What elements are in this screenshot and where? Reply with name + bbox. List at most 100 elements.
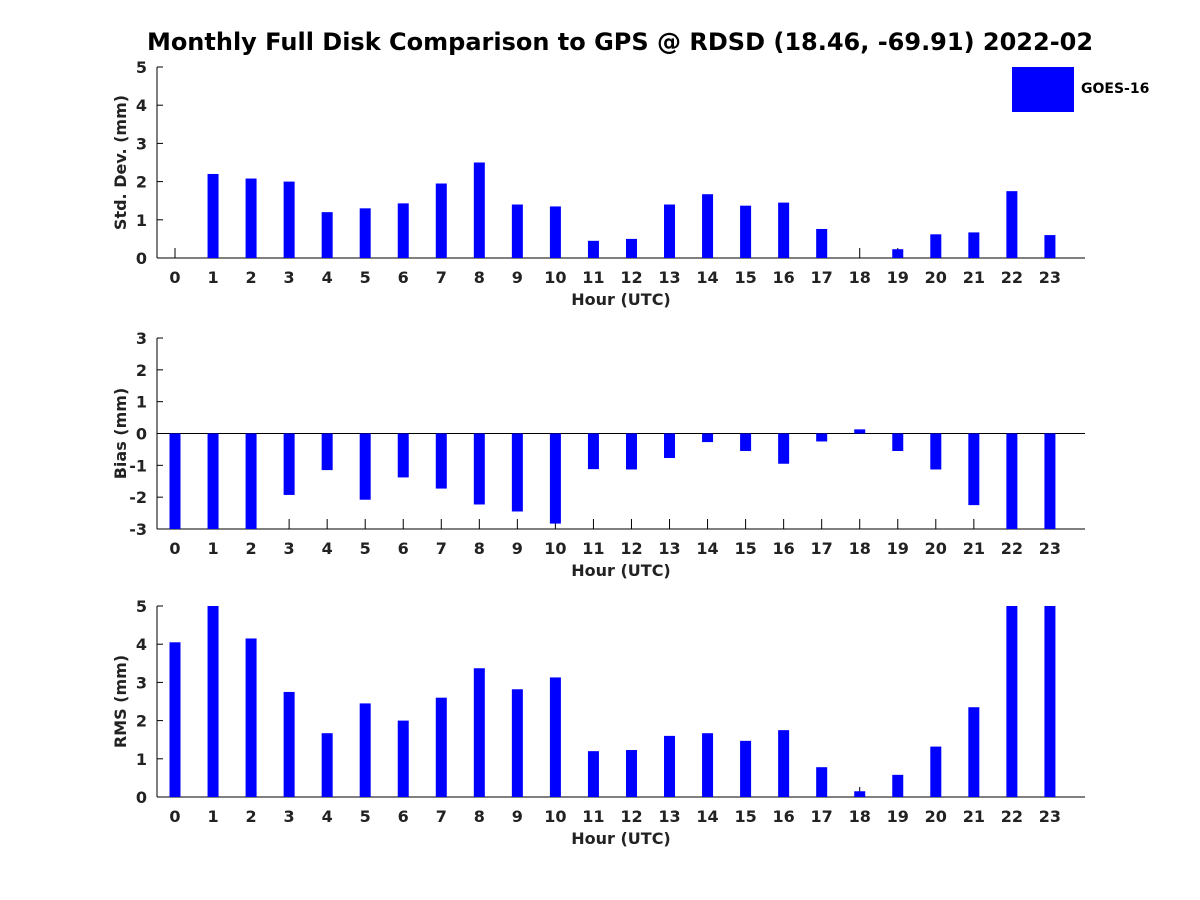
bar bbox=[435, 697, 447, 797]
y-tick-label: 0 bbox=[136, 788, 147, 807]
x-tick-label: 20 bbox=[925, 539, 947, 558]
y-axis-label: Bias (mm) bbox=[111, 388, 130, 480]
y-axis-label: RMS (mm) bbox=[111, 655, 130, 748]
bar bbox=[511, 204, 523, 258]
bar bbox=[207, 606, 219, 797]
bar bbox=[778, 433, 790, 464]
bar bbox=[968, 707, 980, 797]
x-tick-label: 4 bbox=[322, 268, 333, 287]
bar bbox=[816, 767, 828, 797]
bar bbox=[473, 433, 485, 505]
bar bbox=[587, 240, 599, 258]
x-tick-label: 16 bbox=[773, 539, 795, 558]
bar bbox=[511, 433, 523, 512]
y-tick-label: 1 bbox=[136, 211, 147, 230]
x-tick-label: 16 bbox=[773, 807, 795, 826]
bar bbox=[778, 730, 790, 797]
x-tick-label: 23 bbox=[1039, 539, 1061, 558]
bar bbox=[702, 433, 714, 443]
legend-swatch bbox=[1012, 67, 1074, 112]
bar bbox=[816, 433, 828, 442]
x-tick-label: 4 bbox=[322, 807, 333, 826]
bar bbox=[930, 746, 942, 797]
bar bbox=[321, 212, 333, 258]
bar bbox=[587, 751, 599, 797]
bar bbox=[968, 433, 980, 506]
y-tick-label: 1 bbox=[136, 393, 147, 412]
bar bbox=[283, 181, 295, 258]
bar bbox=[359, 208, 371, 258]
bar bbox=[245, 178, 257, 258]
y-tick-label: 2 bbox=[136, 712, 147, 731]
y-tick-label: 5 bbox=[136, 597, 147, 616]
bar bbox=[702, 733, 714, 797]
x-tick-label: 10 bbox=[544, 807, 566, 826]
x-tick-label: 8 bbox=[474, 268, 485, 287]
x-tick-label: 21 bbox=[963, 268, 985, 287]
y-tick-label: 0 bbox=[136, 425, 147, 444]
bar bbox=[702, 194, 714, 258]
chart-title: Monthly Full Disk Comparison to GPS @ RD… bbox=[146, 28, 1094, 56]
x-tick-label: 14 bbox=[696, 539, 718, 558]
x-tick-label: 5 bbox=[360, 268, 371, 287]
y-tick-label: 3 bbox=[136, 134, 147, 153]
bar bbox=[359, 433, 371, 500]
y-tick-label: 3 bbox=[136, 329, 147, 348]
x-tick-label: 21 bbox=[963, 539, 985, 558]
x-tick-label: 17 bbox=[811, 807, 833, 826]
x-tick-label: 11 bbox=[582, 807, 604, 826]
x-axis-label: Hour (UTC) bbox=[571, 561, 671, 580]
x-tick-label: 0 bbox=[169, 539, 180, 558]
x-tick-label: 1 bbox=[207, 268, 218, 287]
bar bbox=[321, 433, 333, 471]
x-tick-label: 14 bbox=[696, 807, 718, 826]
y-axis-label: Std. Dev. (mm) bbox=[111, 95, 130, 230]
bar bbox=[1044, 433, 1056, 529]
x-tick-label: 0 bbox=[169, 807, 180, 826]
x-tick-label: 14 bbox=[696, 268, 718, 287]
y-tick-label: 4 bbox=[136, 96, 147, 115]
x-tick-label: 12 bbox=[620, 539, 642, 558]
x-tick-label: 3 bbox=[284, 539, 295, 558]
bar bbox=[397, 720, 409, 797]
x-tick-label: 7 bbox=[436, 539, 447, 558]
x-tick-label: 3 bbox=[284, 807, 295, 826]
x-tick-label: 6 bbox=[398, 539, 409, 558]
x-tick-label: 15 bbox=[734, 807, 756, 826]
bar bbox=[169, 642, 181, 797]
x-tick-label: 22 bbox=[1001, 539, 1023, 558]
bar bbox=[549, 677, 561, 797]
x-tick-label: 8 bbox=[474, 807, 485, 826]
y-tick-label: 0 bbox=[136, 249, 147, 268]
bar bbox=[625, 433, 637, 470]
x-tick-label: 19 bbox=[887, 807, 909, 826]
x-tick-label: 23 bbox=[1039, 268, 1061, 287]
x-tick-label: 3 bbox=[284, 268, 295, 287]
x-tick-label: 12 bbox=[620, 268, 642, 287]
bar bbox=[778, 202, 790, 258]
x-tick-label: 20 bbox=[925, 268, 947, 287]
bar bbox=[511, 689, 523, 797]
x-tick-label: 7 bbox=[436, 807, 447, 826]
bar bbox=[169, 433, 181, 529]
bar bbox=[283, 433, 295, 495]
bar bbox=[397, 433, 409, 478]
bar bbox=[549, 433, 561, 524]
x-tick-label: 0 bbox=[169, 268, 180, 287]
x-tick-label: 22 bbox=[1001, 268, 1023, 287]
bar bbox=[930, 433, 942, 470]
x-tick-label: 15 bbox=[734, 539, 756, 558]
bar bbox=[892, 249, 904, 258]
bar bbox=[397, 203, 409, 258]
bar bbox=[435, 433, 447, 489]
x-tick-label: 9 bbox=[512, 807, 523, 826]
bar bbox=[816, 228, 828, 258]
bar bbox=[587, 433, 599, 470]
bar bbox=[1044, 606, 1056, 797]
x-tick-label: 19 bbox=[887, 268, 909, 287]
bar bbox=[245, 638, 257, 797]
x-tick-label: 19 bbox=[887, 539, 909, 558]
x-tick-label: 9 bbox=[512, 539, 523, 558]
